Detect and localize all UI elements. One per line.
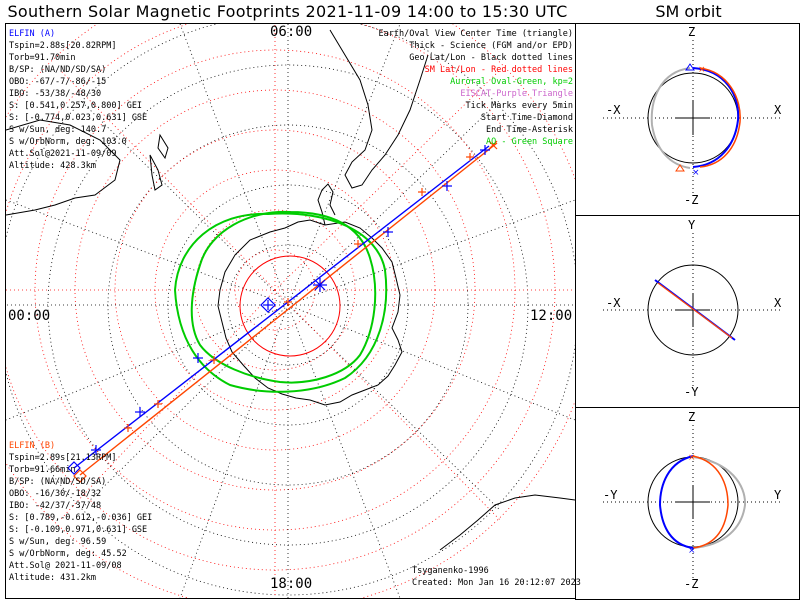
elfin-a-line: Altitude: 428.3km — [9, 161, 96, 171]
clock-label-top: 06:00 — [270, 24, 313, 40]
elfin-a-track — [73, 145, 490, 469]
sm-orbit-yz-drawing: × × — [603, 425, 783, 580]
elfin-b-line: Altitude: 431.2km — [9, 573, 96, 583]
elfin-b-line: B/SP: (NA/ND/SD/SA) — [9, 477, 107, 487]
antarctica-coastline — [217, 219, 403, 406]
credits: Tsyganenko-1996 Created: Mon Jan 16 20:1… — [412, 565, 581, 589]
main-title: Southern Solar Magnetic Footprints 2021-… — [7, 2, 568, 21]
legend: Earth/Oval View Center Time (triangle) T… — [379, 28, 573, 148]
elfin-a-line: S w/Sun, deg: 140.7 — [9, 125, 107, 135]
sm-panel-3-right: Y — [774, 488, 782, 502]
sm-panel-1-bottom: -Z — [684, 193, 699, 207]
legend-item: Auroral Oval-Green, kp=2 — [450, 77, 573, 87]
elfin-b-ticks — [124, 140, 498, 432]
svg-text:×: × — [698, 65, 706, 75]
legend-item: AO - Green Square — [486, 137, 573, 147]
elfin-b-line: Att.Sol@ 2021-11-09/08 — [9, 561, 122, 571]
sm-orbit-xy-drawing — [603, 233, 783, 388]
elfin-b-line: S w/Sun, deg: 96.59 — [9, 537, 107, 547]
elfin-a-info: ELFIN (A) Tspin=2.88s[20.82RPM] Torb=91.… — [9, 28, 147, 172]
elfin-b-line: Torb=91.66min — [9, 465, 76, 475]
legend-item: Geo Lat/Lon - Black dotted lines — [409, 53, 573, 63]
elfin-b-line: IBO: -42/37/-37/48 — [9, 501, 102, 511]
elfin-b-track — [79, 142, 498, 476]
elfin-b-name: ELFIN (B) — [9, 441, 56, 451]
legend-item: Start Time-Diamond — [480, 113, 573, 123]
svg-text:×: × — [688, 453, 696, 463]
legend-item: End Time-Asterisk — [486, 125, 573, 135]
legend-item: Tick Marks every 5min — [465, 101, 573, 111]
start-diamond-elfin-b — [73, 469, 87, 483]
south-america-coastline — [329, 29, 429, 189]
sm-panel-1-top: Z — [688, 25, 696, 39]
sm-orbit-title: SM orbit — [655, 2, 722, 21]
sm-pole-circle — [239, 255, 341, 357]
elfin-a-line: OBO: -67/-7/-86/-15 — [9, 77, 107, 87]
sm-orbit-xz-drawing: × × — [603, 40, 783, 196]
elfin-a-line: S: [-0.774,0.023,0.631] GSE — [9, 113, 148, 123]
clock-label-left: 00:00 — [8, 308, 51, 324]
created-timestamp: Created: Mon Jan 16 20:12:07 2023 — [412, 578, 581, 588]
model-credit: Tsyganenko-1996 — [412, 566, 489, 576]
sm-panel-3-left: -Y — [603, 488, 618, 502]
elfin-a-line: Tspin=2.88s[20.82RPM] — [9, 41, 117, 51]
svg-text:×: × — [688, 546, 696, 556]
legend-item: Thick - Science (FGM and/or EPD) — [409, 41, 573, 51]
clock-label-bottom: 18:00 — [270, 576, 313, 592]
elfin-a-line: S: [0.541,0.257,0.800] GEI — [9, 101, 143, 111]
australia-coastline — [6, 119, 121, 216]
svg-text:×: × — [692, 168, 700, 178]
legend-item: EISCAT-Purple Triangle — [460, 89, 573, 99]
sm-panel-2-top: Y — [688, 218, 696, 232]
elfin-b-info: ELFIN (B) Tspin=2.89s[21.13RPM] Torb=91.… — [9, 440, 152, 584]
elfin-a-name: ELFIN (A) — [9, 29, 56, 39]
africa-coastline — [439, 494, 575, 551]
elfin-b-line: S: [0.789,-0.612,-0.036] GEI — [9, 513, 153, 523]
elfin-a-line: IBO: -53/38/-48/30 — [9, 89, 102, 99]
elfin-b-line: S w/OrbNorm, deg: 45.52 — [9, 549, 127, 559]
elfin-a-line: S w/OrbNorm, deg: 103.0 — [9, 137, 127, 147]
elfin-a-line: Att.Sol@2021-11-09/09 — [9, 149, 117, 159]
elfin-b-line: OBO: -16/30/-18/32 — [9, 489, 102, 499]
sm-panel-2-bottom: -Y — [684, 385, 699, 399]
legend-item: SM Lat/Lon - Red dotted lines — [424, 65, 573, 75]
elfin-a-ticks — [91, 145, 490, 455]
antarctic-peninsula — [317, 183, 336, 226]
new-zealand-coastline — [149, 133, 169, 191]
auroral-oval — [173, 210, 388, 393]
elfin-a-line: B/SP: (NA/ND/SD/SA) — [9, 65, 107, 75]
elfin-a-line: Torb=91.70min — [9, 53, 76, 63]
sm-panel-3-bottom: -Z — [684, 577, 699, 591]
clock-label-right: 12:00 — [530, 308, 573, 324]
sm-panel-2-right: X — [774, 296, 782, 310]
elfin-b-line: S: [-0.109,0.971,0.631] GSE — [9, 525, 148, 535]
sm-longitude-lines — [6, 24, 575, 598]
legend-item: Earth/Oval View Center Time (triangle) — [378, 29, 573, 39]
start-diamond-elfin-a — [67, 461, 81, 475]
sm-panel-3-top: Z — [688, 410, 696, 424]
sm-panel-1-right: X — [774, 103, 782, 117]
sm-panel-1-left: -X — [606, 103, 621, 117]
elfin-b-line: Tspin=2.89s[21.13RPM] — [9, 453, 117, 463]
sm-panel-2-left: -X — [606, 296, 621, 310]
